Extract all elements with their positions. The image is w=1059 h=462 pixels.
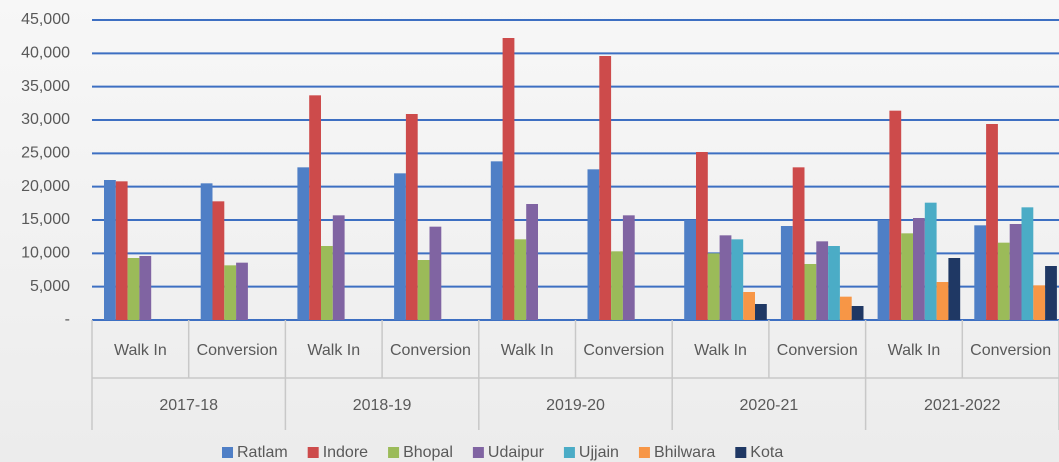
bar [394,173,406,320]
bar [490,161,503,320]
bar [321,246,333,320]
x-tick-label: Walk In [114,342,167,359]
bar [1045,266,1057,320]
legend-label: Bhilwara [654,444,715,461]
bar [1009,224,1022,320]
x-tick-label: Conversion [583,342,664,359]
y-tick-label: 45,000 [21,11,70,28]
bar [986,124,998,320]
bar [684,220,696,320]
bar [1033,285,1046,320]
bar [816,241,829,320]
legend-swatch [222,447,233,458]
x-tick-label: Walk In [501,342,554,359]
x-tick-label: Conversion [390,342,471,359]
bar [236,262,248,320]
bar [139,256,152,320]
bar [200,183,213,320]
bar [780,226,793,320]
bar [587,169,600,320]
y-tick-label: 25,000 [21,145,70,162]
bar [599,56,612,320]
bar [792,167,805,320]
bar [743,292,755,320]
bar [877,220,890,320]
legend-label: Udaipur [488,444,545,461]
bar [804,264,817,320]
bar [405,114,418,320]
legend-label: Ratlam [237,444,288,461]
bar [707,253,720,320]
bar [622,215,635,320]
group-label: 2019-20 [546,397,605,414]
bar [212,201,225,320]
bar [948,258,961,320]
y-tick-label: - [65,311,70,328]
bar [526,204,538,320]
bar [104,180,116,320]
bar [297,167,310,320]
group-label: 2020-21 [740,397,799,414]
legend-label: Indore [323,444,368,461]
x-tick-label: Walk In [307,342,360,359]
bar [889,110,902,321]
bar [997,242,1010,320]
legend-label: Kota [750,444,783,461]
legend-swatch [638,447,650,458]
bar [839,296,852,320]
group-label: 2021-2022 [924,397,1001,414]
bar [696,152,708,320]
bar [719,235,732,320]
bar [224,265,237,320]
bar [127,258,140,320]
bar [913,218,925,320]
bar [115,181,128,320]
y-tick-label: 20,000 [21,178,70,195]
bar [332,215,345,320]
x-tick-label: Conversion [777,342,858,359]
legend-swatch [307,447,319,458]
legend-swatch [735,447,747,458]
bar [309,95,321,320]
bar [901,233,913,320]
bar [611,251,623,320]
legend-swatch [472,447,484,458]
bar [502,38,515,320]
bar [1021,207,1034,320]
legend-label: Bhopal [403,444,453,461]
bar [514,239,527,320]
y-tick-label: 30,000 [21,111,70,128]
bar [417,260,430,320]
bar [851,306,864,320]
bar [974,225,987,320]
group-label: 2018-19 [353,397,412,414]
bar [828,246,840,320]
group-label: 2017-18 [159,397,218,414]
y-tick-label: 35,000 [21,78,70,95]
legend-swatch [563,447,575,458]
y-tick-label: 15,000 [21,211,70,228]
y-tick-label: 10,000 [21,245,70,262]
x-tick-label: Walk In [694,342,747,359]
bar [429,226,442,320]
bar [924,202,937,320]
y-tick-label: 40,000 [21,45,70,62]
y-tick-label: 5,000 [30,278,70,295]
x-tick-label: Conversion [970,342,1051,359]
legend-label: Ujjain [579,444,619,461]
x-tick-label: Walk In [888,342,941,359]
x-tick-label: Conversion [197,342,278,359]
legend-swatch [388,447,400,458]
bar [936,282,949,320]
bar [755,304,767,320]
bar [731,239,744,320]
